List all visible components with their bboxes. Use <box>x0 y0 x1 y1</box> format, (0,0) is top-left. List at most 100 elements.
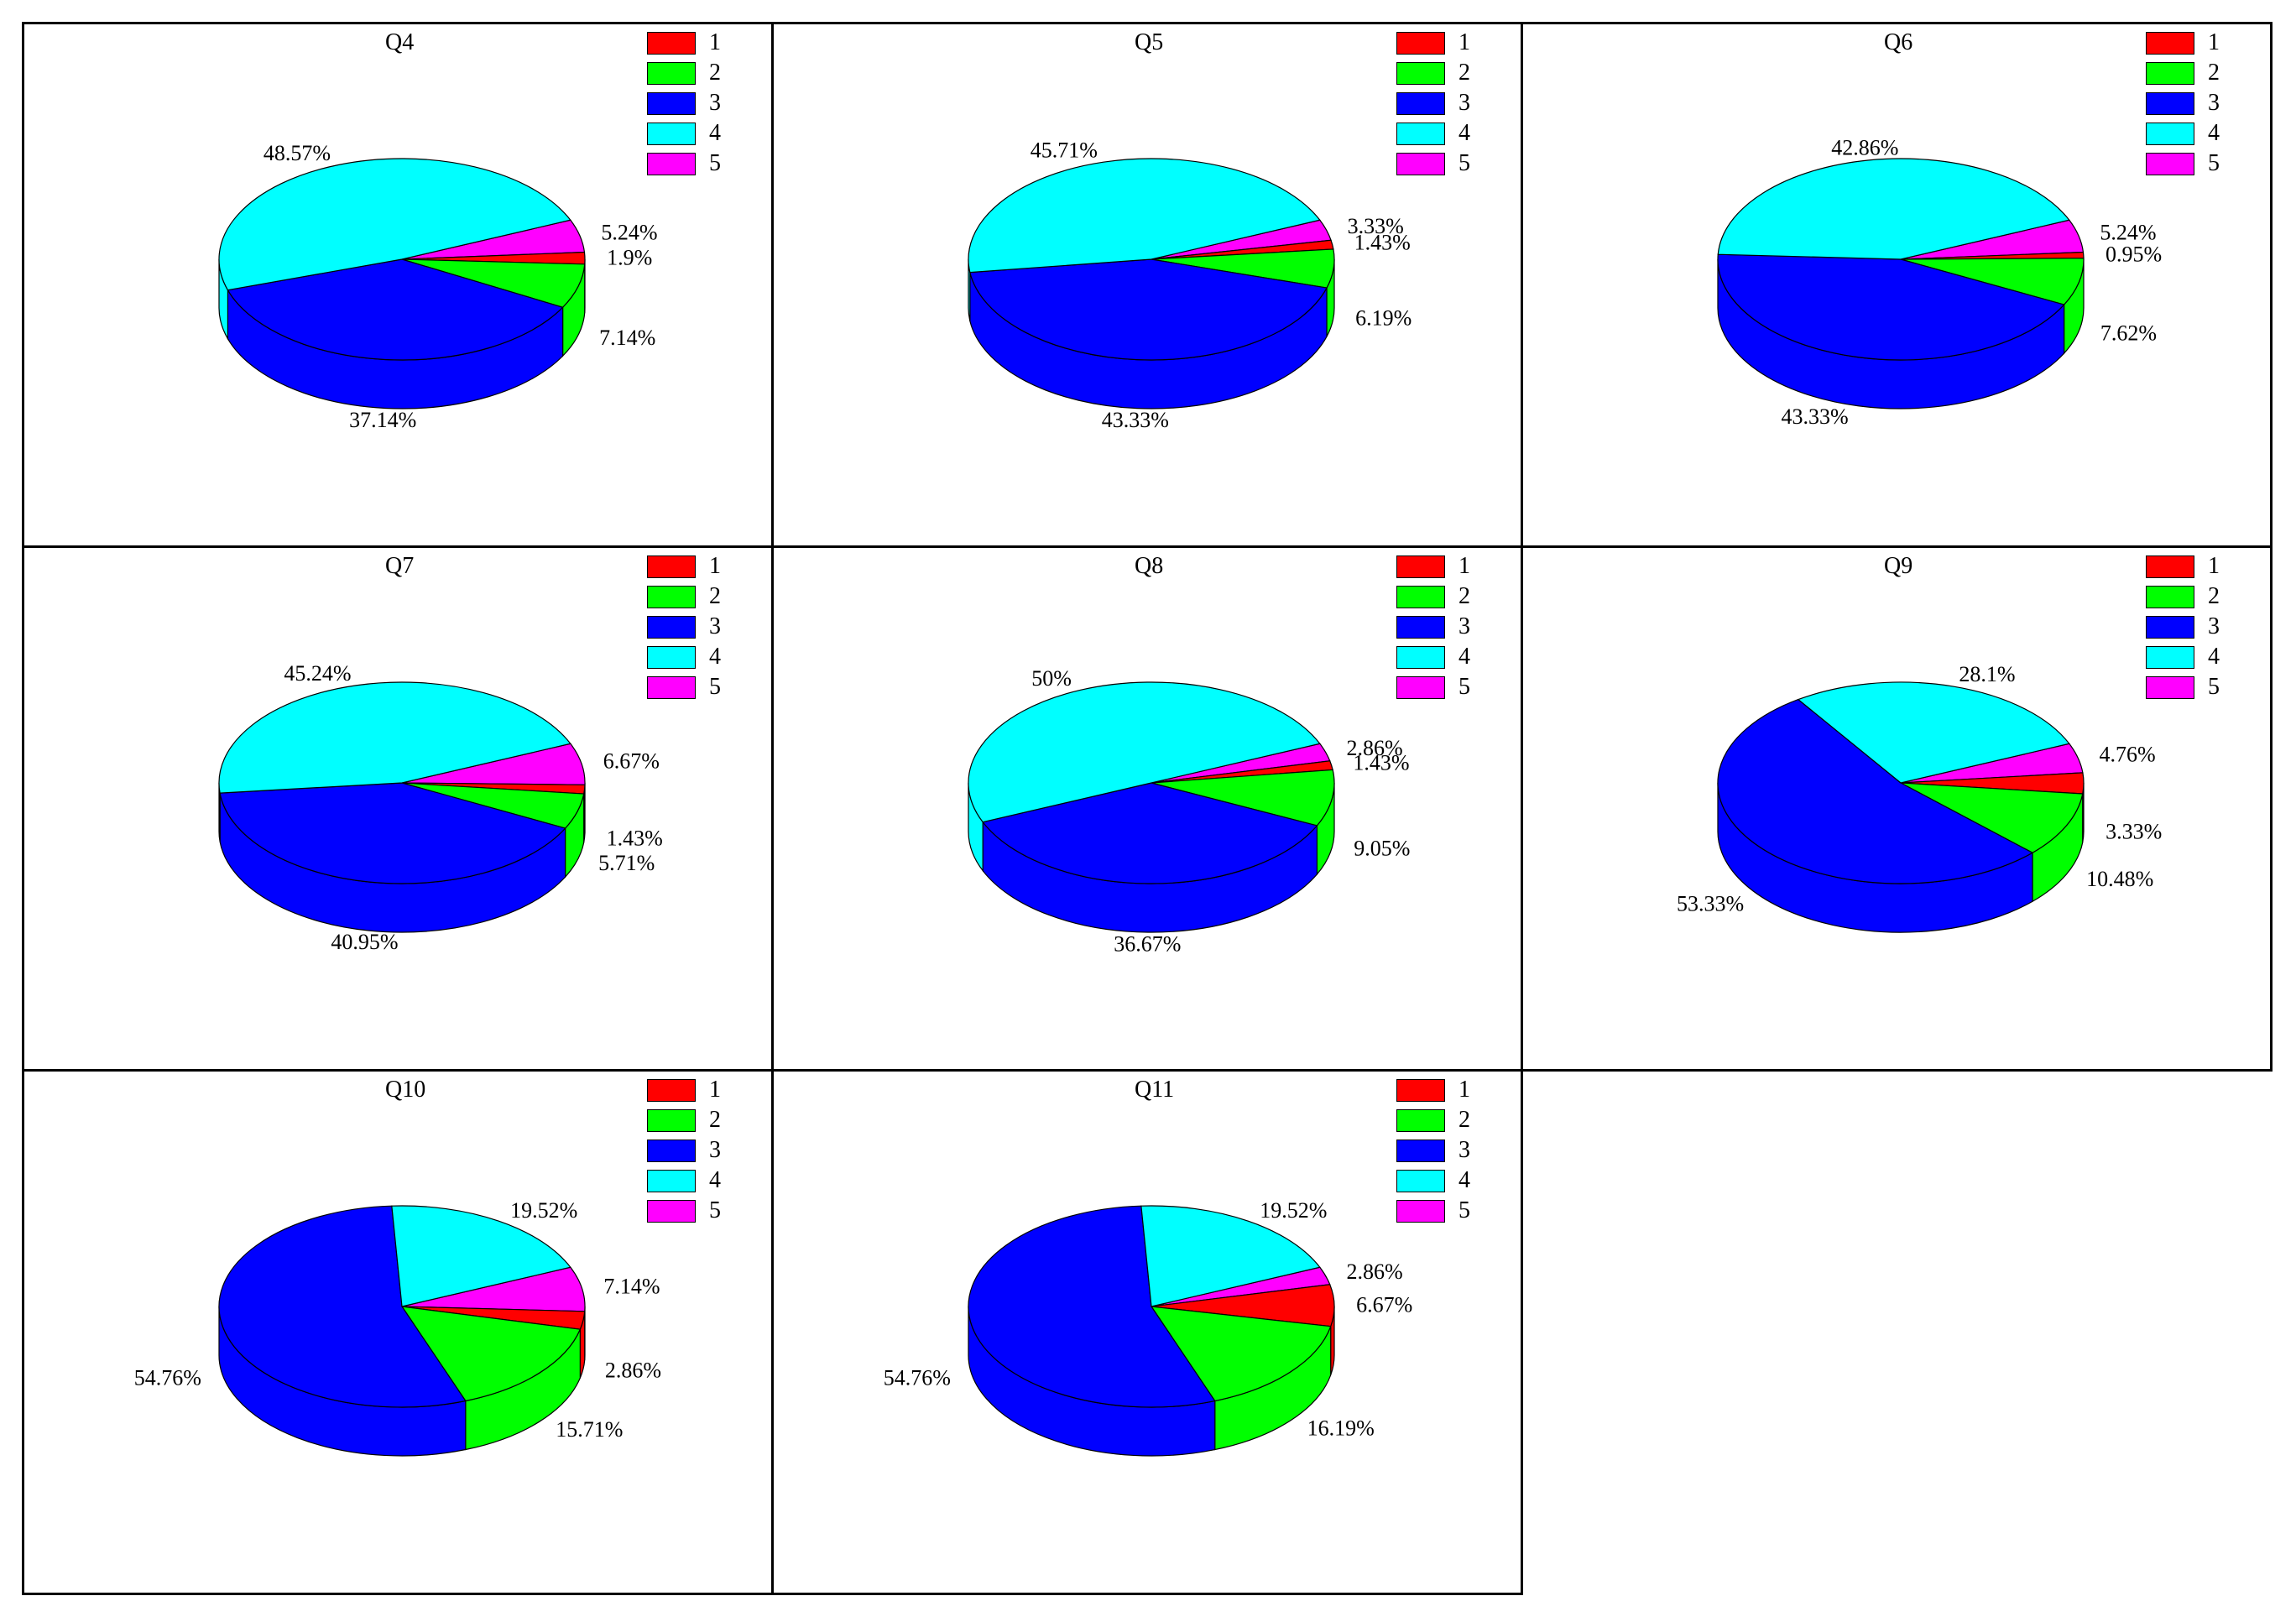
legend-label: 1 <box>1458 29 1470 55</box>
legend-item: 3 <box>647 1135 721 1166</box>
pie-slice <box>391 1205 571 1307</box>
pie-data-label: 48.57% <box>264 141 331 165</box>
pie-chart-panel: 5.24% 1.9% 7.14% 37.14% 48.57% Q4 1 2 3 4 5 <box>22 22 774 548</box>
pie-data-label: 7.14% <box>603 1275 660 1299</box>
pie-data-label: 1.43% <box>1353 751 1409 775</box>
legend-item: 1 <box>647 28 721 58</box>
legend: 1 2 3 4 5 <box>1396 551 1470 702</box>
pie-data-label: 53.33% <box>1677 892 1744 916</box>
legend-label: 2 <box>1458 583 1470 609</box>
pie-slice <box>968 681 1321 823</box>
legend-item: 1 <box>1396 551 1470 582</box>
legend-label: 5 <box>1458 674 1470 700</box>
pie-data-label: 45.24% <box>284 661 351 686</box>
chart-title: Q7 <box>385 553 415 579</box>
pie-data-label: 6.67% <box>603 749 660 774</box>
pie-chart: 2.86%1.43% 9.05% 36.67% 50% <box>968 666 1410 956</box>
legend-item: 3 <box>647 612 721 642</box>
pie-data-label: 7.14% <box>599 326 655 350</box>
legend: 1 2 3 4 5 <box>647 1075 721 1226</box>
pie-slice <box>968 1205 1216 1408</box>
legend-swatch <box>1396 152 1445 175</box>
legend-item: 4 <box>647 1166 721 1196</box>
legend-label: 4 <box>2208 120 2220 146</box>
legend-item: 4 <box>647 642 721 672</box>
legend-item: 3 <box>2146 612 2220 642</box>
legend-item: 5 <box>2146 149 2220 179</box>
pie-chart: 3.33%1.43% 6.19% 43.33% 45.71% <box>968 138 1412 432</box>
pie-data-label: 28.1% <box>1959 662 2015 686</box>
pie-data-label: 40.95% <box>331 930 398 954</box>
pie-data-label: 54.76% <box>884 1365 951 1390</box>
pie-chart-panel: 7.14% 2.86% 15.71% 54.76% 19.52% Q10 1 2 3 4 5 <box>22 1069 774 1595</box>
legend-label: 5 <box>709 150 721 176</box>
legend-swatch <box>1396 1199 1445 1223</box>
pie-slice <box>1717 698 2034 884</box>
legend-swatch <box>647 555 696 578</box>
legend-swatch <box>647 1139 696 1162</box>
legend-swatch <box>647 615 696 639</box>
legend-item: 3 <box>1396 612 1470 642</box>
legend-swatch <box>647 61 696 85</box>
legend-label: 3 <box>1458 1137 1470 1163</box>
legend-swatch <box>1396 1139 1445 1162</box>
pie-data-label: 15.71% <box>556 1417 623 1442</box>
pie-chart: 6.67% 1.43%5.71% 40.95% 45.24% <box>218 661 663 954</box>
legend-item: 5 <box>1396 672 1470 702</box>
pie-data-label: 2.86% <box>1347 736 1403 760</box>
pie-slice <box>1150 1306 1332 1402</box>
legend: 1 2 3 4 5 <box>647 28 721 179</box>
chart-title: Q9 <box>1884 553 1913 579</box>
legend-swatch <box>2146 675 2194 699</box>
pie-chart-panel: 3.33% 1.43% 6.19% 43.33% 45.71% Q5 1 2 3 4 5 <box>771 22 1523 548</box>
legend-label: 4 <box>709 120 721 146</box>
pie-slice <box>982 782 1318 884</box>
legend-item: 2 <box>1396 58 1470 88</box>
pie-data-label: 19.52% <box>1260 1198 1327 1223</box>
chart-grid: 5.24% 1.9% 7.14% 37.14% 48.57% Q4 1 2 3 4 5 3.33% 1.… <box>22 22 2278 1600</box>
legend-item: 2 <box>1396 1105 1470 1135</box>
chart-title: Q11 <box>1135 1077 1175 1103</box>
legend-swatch <box>647 1108 696 1132</box>
legend-item: 3 <box>647 88 721 118</box>
legend-swatch <box>647 31 696 55</box>
legend-label: 4 <box>1458 1167 1470 1193</box>
pie-data-label: 5.71% <box>598 851 655 875</box>
legend-label: 4 <box>709 1167 721 1193</box>
pie-data-label: 3.33% <box>1348 214 1404 238</box>
pie-slice <box>400 1306 582 1402</box>
pie-data-label: 2.86% <box>1347 1260 1403 1284</box>
legend-item: 4 <box>1396 642 1470 672</box>
pie-data-label: 9.05% <box>1354 837 1410 861</box>
legend-label: 2 <box>709 1107 721 1133</box>
legend-swatch <box>1396 91 1445 115</box>
legend-item: 4 <box>647 118 721 149</box>
pie-data-label: 1.9% <box>607 246 652 270</box>
legend-item: 3 <box>2146 88 2220 118</box>
legend-label: 5 <box>2208 150 2220 176</box>
pie-data-label: 5.24% <box>601 221 657 245</box>
legend-item: 5 <box>1396 149 1470 179</box>
pie-data-label: 36.67% <box>1114 931 1181 956</box>
pie-data-label: 19.52% <box>510 1198 577 1223</box>
legend-swatch <box>647 585 696 608</box>
pie-data-label: 1.43% <box>607 827 663 851</box>
pie-slice <box>1900 258 2085 305</box>
legend-label: 2 <box>2208 60 2220 86</box>
legend-label: 4 <box>709 644 721 670</box>
pie-data-label: 50% <box>1031 666 1072 691</box>
legend-swatch <box>2146 585 2194 608</box>
pie-slice <box>1717 158 2070 260</box>
pie-data-label: 5.24% <box>2100 221 2156 245</box>
pie-slice <box>1797 681 2070 784</box>
legend-swatch <box>647 1078 696 1102</box>
legend-item: 5 <box>647 149 721 179</box>
legend-label: 5 <box>1458 150 1470 176</box>
legend-swatch <box>1396 61 1445 85</box>
legend-swatch <box>1396 675 1445 699</box>
legend-label: 3 <box>709 1137 721 1163</box>
legend-label: 3 <box>1458 90 1470 116</box>
legend-label: 4 <box>1458 644 1470 670</box>
legend-label: 2 <box>709 60 721 86</box>
pie-chart-panel: 6.67% 1.43% 5.71% 40.95% 45.24% Q7 1 2 3 4 5 <box>22 545 774 1072</box>
